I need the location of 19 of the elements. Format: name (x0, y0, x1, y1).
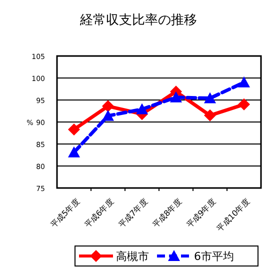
x-tick-label: 平成10年度 (215, 197, 252, 234)
x-tick-label: 平成8年度 (150, 197, 184, 230)
point (102, 100, 114, 112)
point (68, 146, 80, 158)
chart-title: 経常収支比率の推移 (79, 12, 197, 28)
legend-label: 高槻市 (116, 250, 149, 263)
point (136, 103, 148, 114)
x-tick-label: 平成9年度 (184, 197, 218, 230)
point (204, 109, 216, 122)
point (68, 123, 80, 136)
x-tick-label: 平成5年度 (48, 197, 82, 230)
x-tick-label: 平成6年度 (82, 197, 116, 230)
legend-label: 6市平均 (194, 250, 234, 263)
point (238, 98, 250, 110)
point (238, 76, 250, 88)
x-tick-label: 平成7年度 (116, 197, 150, 230)
point (204, 92, 216, 104)
point (170, 91, 182, 102)
point (102, 110, 114, 121)
